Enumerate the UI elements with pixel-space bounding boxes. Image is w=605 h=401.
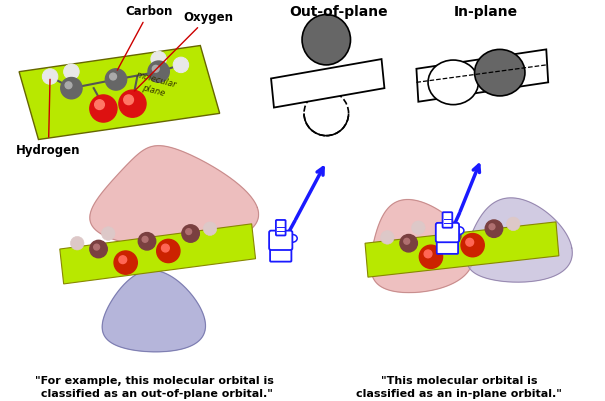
Text: "This molecular orbital is
classified as an in-plane orbital.": "This molecular orbital is classified as… bbox=[356, 375, 562, 398]
FancyBboxPatch shape bbox=[269, 231, 292, 250]
Circle shape bbox=[411, 221, 425, 235]
Circle shape bbox=[65, 83, 72, 89]
Circle shape bbox=[489, 224, 495, 230]
Circle shape bbox=[148, 62, 169, 83]
FancyBboxPatch shape bbox=[437, 239, 458, 254]
Circle shape bbox=[64, 65, 79, 80]
Text: molecular
plane: molecular plane bbox=[132, 70, 177, 100]
Circle shape bbox=[182, 225, 199, 243]
Circle shape bbox=[461, 234, 484, 257]
Circle shape bbox=[400, 235, 417, 252]
Circle shape bbox=[105, 70, 126, 91]
Text: Out-of-plane: Out-of-plane bbox=[290, 5, 388, 19]
Ellipse shape bbox=[304, 92, 348, 136]
Circle shape bbox=[466, 239, 474, 247]
Circle shape bbox=[162, 245, 169, 252]
Circle shape bbox=[90, 241, 107, 258]
Circle shape bbox=[203, 222, 217, 236]
Polygon shape bbox=[19, 47, 220, 140]
Circle shape bbox=[506, 217, 520, 231]
Text: Carbon: Carbon bbox=[117, 5, 173, 71]
FancyBboxPatch shape bbox=[443, 213, 453, 228]
Circle shape bbox=[102, 227, 115, 241]
Circle shape bbox=[151, 52, 166, 68]
Circle shape bbox=[119, 256, 126, 264]
Ellipse shape bbox=[302, 16, 350, 66]
Circle shape bbox=[70, 237, 84, 250]
Circle shape bbox=[142, 237, 148, 243]
Polygon shape bbox=[271, 60, 384, 108]
Circle shape bbox=[139, 233, 155, 250]
Circle shape bbox=[114, 251, 137, 275]
Circle shape bbox=[124, 96, 134, 105]
FancyBboxPatch shape bbox=[436, 223, 459, 243]
Circle shape bbox=[119, 91, 146, 118]
Circle shape bbox=[448, 231, 453, 237]
Text: Oxygen: Oxygen bbox=[134, 11, 234, 92]
Circle shape bbox=[152, 66, 159, 73]
Circle shape bbox=[110, 74, 117, 81]
Circle shape bbox=[94, 101, 104, 110]
FancyBboxPatch shape bbox=[276, 221, 286, 236]
Circle shape bbox=[157, 240, 180, 263]
Polygon shape bbox=[466, 198, 572, 282]
Circle shape bbox=[443, 227, 461, 245]
Ellipse shape bbox=[454, 227, 464, 235]
Ellipse shape bbox=[428, 61, 479, 105]
Text: In-plane: In-plane bbox=[454, 5, 518, 19]
Circle shape bbox=[186, 229, 192, 235]
Ellipse shape bbox=[474, 50, 525, 97]
Circle shape bbox=[173, 58, 189, 73]
Text: "For example, this molecular orbital is
 classified as an out-of-plane orbital.": "For example, this molecular orbital is … bbox=[35, 375, 274, 398]
Circle shape bbox=[90, 96, 117, 123]
Circle shape bbox=[424, 250, 432, 258]
Circle shape bbox=[419, 245, 443, 269]
Circle shape bbox=[485, 221, 503, 238]
Circle shape bbox=[60, 78, 82, 99]
Polygon shape bbox=[371, 200, 473, 293]
Circle shape bbox=[404, 239, 410, 245]
Polygon shape bbox=[365, 222, 559, 277]
Circle shape bbox=[94, 245, 99, 250]
Polygon shape bbox=[102, 271, 206, 352]
FancyBboxPatch shape bbox=[270, 247, 292, 262]
Circle shape bbox=[42, 70, 58, 85]
Polygon shape bbox=[60, 224, 255, 284]
Polygon shape bbox=[416, 50, 548, 103]
Polygon shape bbox=[90, 146, 258, 248]
Circle shape bbox=[381, 231, 394, 245]
Ellipse shape bbox=[287, 235, 297, 243]
Text: Hydrogen: Hydrogen bbox=[16, 80, 80, 156]
